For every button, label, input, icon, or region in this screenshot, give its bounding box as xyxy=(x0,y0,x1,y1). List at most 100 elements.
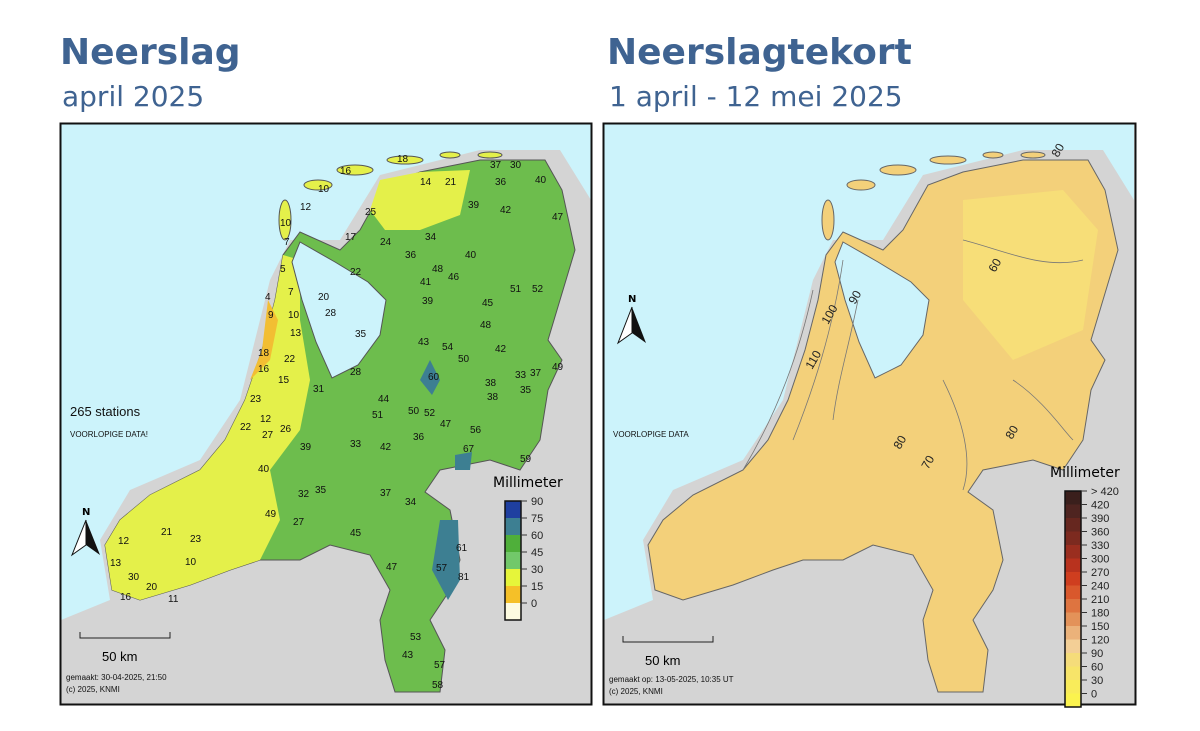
station-value: 33 xyxy=(515,370,527,381)
legend-swatch xyxy=(505,535,521,552)
station-value: 60 xyxy=(428,372,440,383)
station-value: 34 xyxy=(425,232,437,243)
legend-tick-label: 120 xyxy=(1091,635,1109,647)
station-value: 47 xyxy=(386,562,398,573)
station-value: 16 xyxy=(258,364,270,375)
station-value: 32 xyxy=(298,489,310,500)
station-value: 16 xyxy=(120,592,132,603)
contour-lines xyxy=(742,239,1084,491)
station-value: 34 xyxy=(405,497,417,508)
contour-label: 60 xyxy=(985,256,1004,275)
legend-swatch xyxy=(1065,491,1081,505)
contour-label: 80 xyxy=(1002,423,1021,442)
svg-text:N: N xyxy=(82,507,90,518)
legend-swatch xyxy=(505,603,521,620)
station-value: 28 xyxy=(350,367,362,378)
scale-bar xyxy=(79,632,171,639)
legend-swatch xyxy=(1065,585,1081,599)
right-made-date: gemaakt op: 13-05-2025, 10:35 UT xyxy=(609,675,734,684)
station-value: 36 xyxy=(405,250,417,261)
station-value: 20 xyxy=(146,582,158,593)
station-value: 12 xyxy=(300,202,312,213)
legend-swatch xyxy=(1065,599,1081,613)
legend-swatch xyxy=(1065,639,1081,653)
station-value: 41 xyxy=(420,277,432,288)
legend-swatch xyxy=(1065,680,1081,694)
legend-tick-label: 15 xyxy=(531,581,543,593)
station-value: 57 xyxy=(434,660,446,671)
left-scale-label: 50 km xyxy=(102,649,137,664)
station-value: 31 xyxy=(313,384,325,395)
left-subtitle: april 2025 xyxy=(62,80,205,113)
station-value: 81 xyxy=(458,572,470,583)
station-value: 10 xyxy=(288,310,300,321)
legend-swatch xyxy=(1065,572,1081,586)
station-value: 12 xyxy=(118,536,130,547)
station-value: 30 xyxy=(128,572,140,583)
legend-swatch xyxy=(1065,531,1081,545)
station-value: 11 xyxy=(168,594,179,605)
station-value: 7 xyxy=(284,237,290,248)
right-data-notice: VOORLOPIGE DATA xyxy=(613,430,689,439)
station-value: 24 xyxy=(380,237,392,248)
station-value: 42 xyxy=(495,344,507,355)
station-value: 53 xyxy=(410,632,422,643)
station-value: 33 xyxy=(350,439,362,450)
station-value: 21 xyxy=(445,177,457,188)
station-value: 23 xyxy=(190,534,202,545)
legend-tick-label: 45 xyxy=(531,547,543,559)
legend-tick-label: > 420 xyxy=(1091,486,1119,498)
station-value: 57 xyxy=(436,563,448,574)
left-made-date: gemaakt: 30-04-2025, 21:50 xyxy=(66,673,167,682)
legend-tick-label: 60 xyxy=(1091,662,1103,674)
station-value: 40 xyxy=(258,464,270,475)
station-value: 48 xyxy=(480,320,492,331)
station-value: 30 xyxy=(510,160,522,171)
legend-swatch xyxy=(1065,545,1081,559)
legend-swatch xyxy=(505,518,521,535)
station-value: 10 xyxy=(318,184,330,195)
station-value: 36 xyxy=(495,177,507,188)
contour-label: 70 xyxy=(918,453,937,472)
station-value: 40 xyxy=(535,175,547,186)
station-value: 38 xyxy=(485,378,497,389)
station-value: 39 xyxy=(422,296,434,307)
legend-tick-label: 180 xyxy=(1091,608,1109,620)
station-value: 59 xyxy=(520,454,532,465)
contour-label: 80 xyxy=(890,433,909,452)
wadden-islands xyxy=(278,151,503,241)
station-value: 56 xyxy=(470,425,482,436)
scale-bar xyxy=(622,636,714,643)
station-value: 51 xyxy=(510,284,522,295)
station-value: 67 xyxy=(463,444,475,455)
right-title: Neerslagtekort xyxy=(607,32,912,73)
right-scale-label: 50 km xyxy=(645,653,680,668)
north-arrow-icon: N xyxy=(616,294,646,345)
station-value: 54 xyxy=(442,342,454,353)
legend-swatch xyxy=(1065,666,1081,680)
station-value: 26 xyxy=(280,424,292,435)
legend-tick-label: 360 xyxy=(1091,527,1109,539)
station-value: 45 xyxy=(350,528,362,539)
legend-swatch xyxy=(505,569,521,586)
left-legend: 90 75 60 45 30 15 0 xyxy=(504,496,543,621)
left-legend-title: Millimeter xyxy=(493,475,563,491)
right-copyright: (c) 2025, KNMI xyxy=(609,687,663,696)
legend-tick-label: 390 xyxy=(1091,513,1109,525)
station-value: 22 xyxy=(240,422,252,433)
legend-swatch xyxy=(1065,612,1081,626)
station-value: 47 xyxy=(552,212,564,223)
station-value: 44 xyxy=(378,394,390,405)
station-value: 61 xyxy=(456,543,468,554)
station-value: 52 xyxy=(424,408,436,419)
legend-tick-label: 300 xyxy=(1091,554,1109,566)
station-value: 43 xyxy=(418,337,430,348)
station-value: 49 xyxy=(552,362,564,373)
station-value: 7 xyxy=(288,287,294,298)
station-value: 4 xyxy=(265,292,271,303)
station-value: 49 xyxy=(265,509,277,520)
station-value: 25 xyxy=(365,207,377,218)
station-value: 28 xyxy=(325,308,337,319)
legend-tick-label: 30 xyxy=(1091,675,1103,687)
